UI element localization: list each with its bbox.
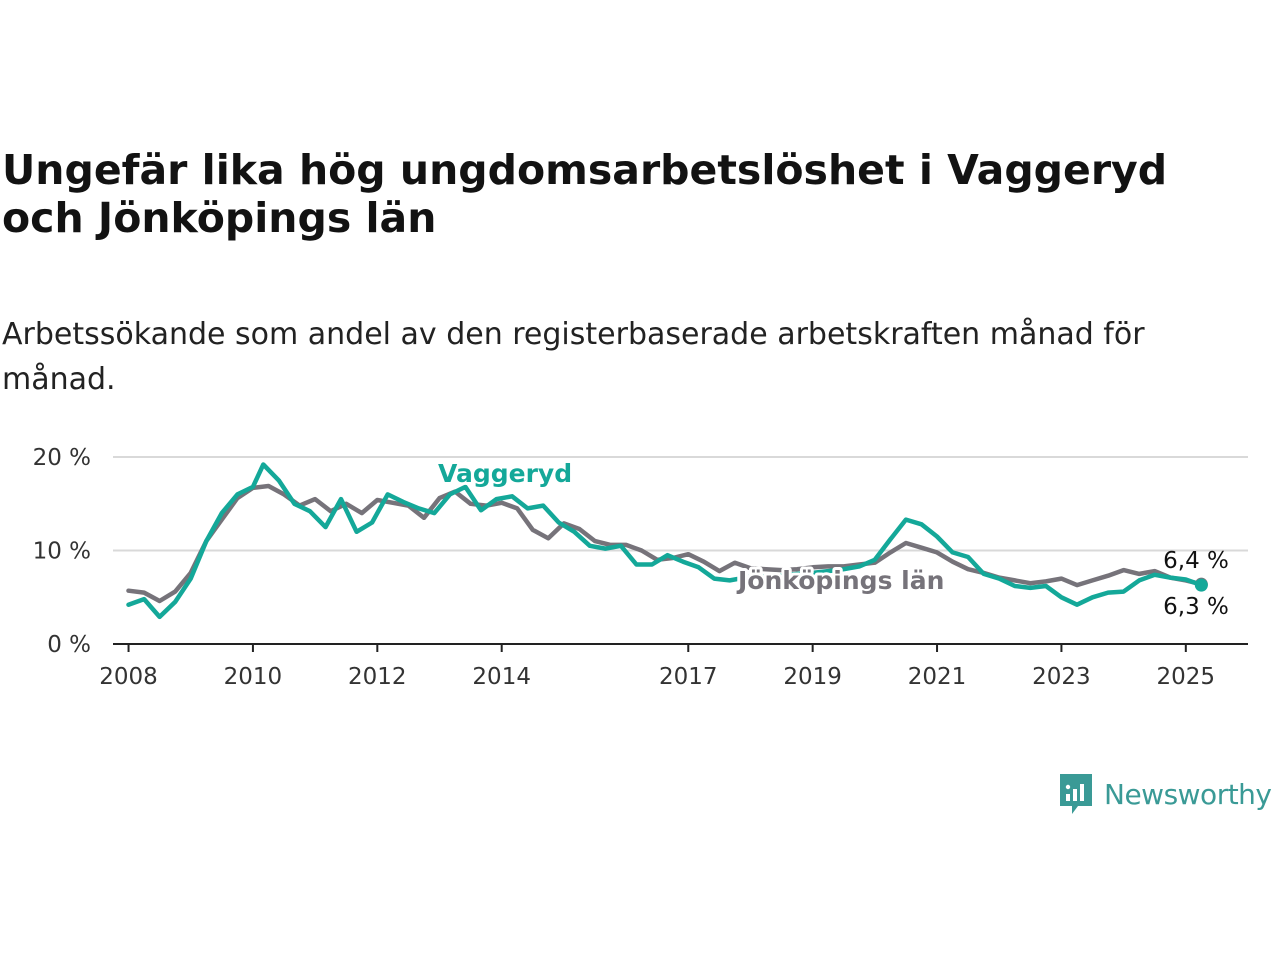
series-line-1 — [126, 462, 1204, 620]
series-name-label: Jönköpings län — [736, 566, 944, 595]
chart-subtitle: Arbetssökande som andel av den registerb… — [2, 317, 1145, 397]
x-tick-label: 2017 — [659, 664, 718, 690]
newsworthy-chart-icon — [1060, 774, 1092, 814]
newsworthy-logo: Newsworthy — [1058, 772, 1272, 816]
series-lines — [126, 462, 1208, 620]
series-endpoint-1 — [1194, 578, 1208, 592]
x-tick-label: 2012 — [348, 664, 407, 690]
y-tick-label: 10 % — [33, 539, 91, 565]
x-tick-label: 2019 — [783, 664, 842, 690]
chart-title: Ungefär lika hög ungdomsarbetslöshet i V… — [2, 146, 1168, 242]
line-chart: 0 % 10 % 20 % 2008 2010 2012 2014 2017 2019 2021… — [33, 445, 1248, 690]
series-name-label: Vaggeryd — [438, 459, 572, 488]
y-tick-label: 20 % — [33, 445, 91, 471]
x-tick-label: 2014 — [472, 664, 531, 690]
gridlines — [113, 456, 1248, 552]
x-tick-label: 2021 — [908, 664, 967, 690]
series-line-0 — [126, 483, 1204, 604]
x-axis-ticks: 2008 2010 2012 2014 2017 2019 2021 2023 2025 — [99, 644, 1215, 690]
brand-name: Newsworthy — [1104, 777, 1272, 811]
y-axis-ticks: 0 % 10 % 20 % — [33, 445, 91, 658]
y-tick-label: 0 % — [47, 632, 91, 658]
x-tick-label: 2025 — [1157, 664, 1216, 690]
end-value-label: 6,4 % — [1163, 548, 1229, 574]
x-tick-label: 2023 — [1032, 664, 1091, 690]
end-value-label: 6,3 % — [1163, 594, 1229, 620]
series-labels: 6,4 % 6,3 % Vaggeryd Jönköpings län — [435, 456, 1229, 620]
x-tick-label: 2008 — [99, 664, 158, 690]
x-tick-label: 2010 — [224, 664, 283, 690]
